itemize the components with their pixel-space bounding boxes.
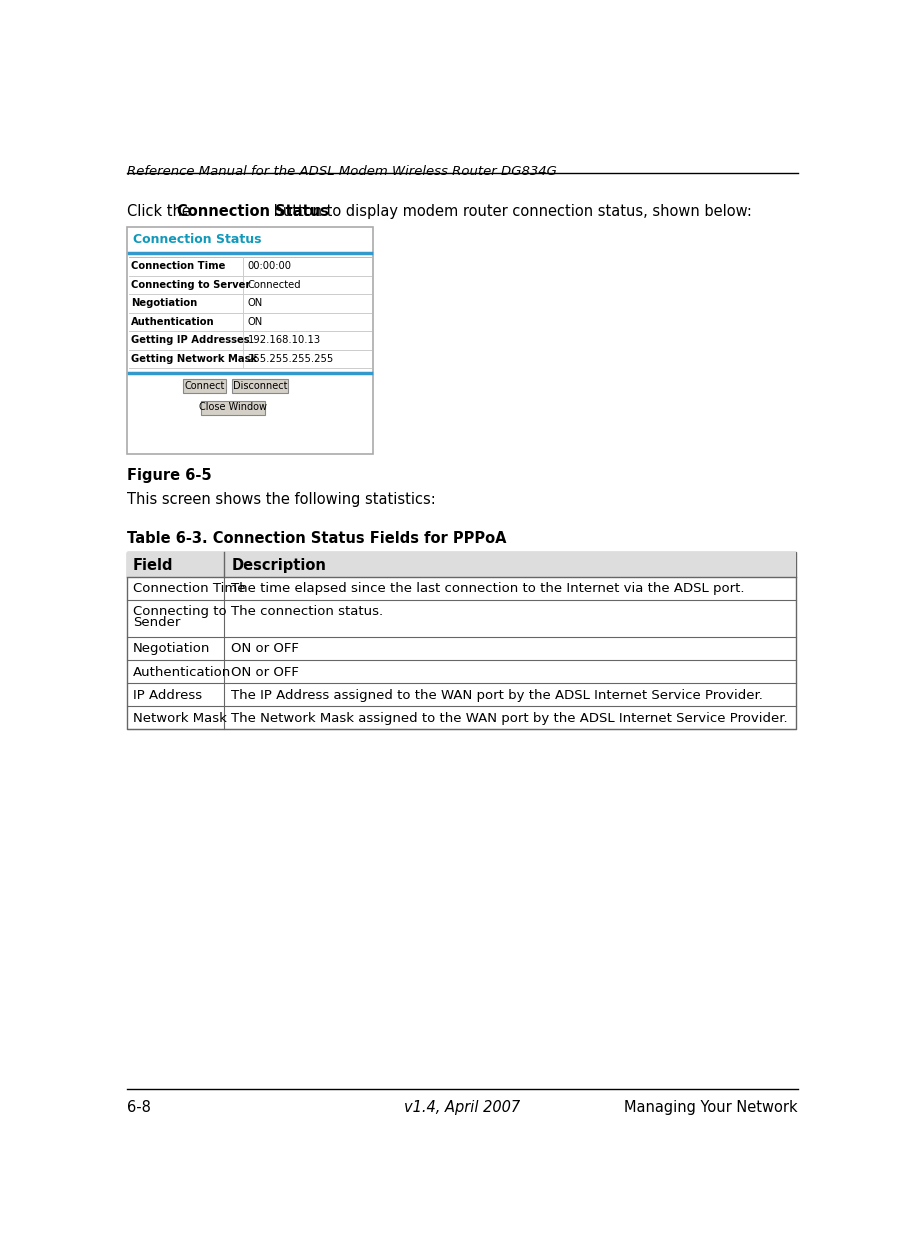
Text: ON: ON [248,298,262,308]
Text: 255.255.255.255: 255.255.255.255 [248,354,334,364]
Text: Figure 6-5: Figure 6-5 [126,468,211,483]
Text: ON or OFF: ON or OFF [231,666,299,678]
Text: Negotiation: Negotiation [132,298,198,308]
Text: Connect: Connect [184,380,225,390]
Text: IP Address: IP Address [133,688,202,702]
Text: Connection Time: Connection Time [133,582,245,595]
Text: Connection Status: Connection Status [177,203,329,218]
Text: Close Window: Close Window [198,403,267,413]
Text: 6-8: 6-8 [126,1100,151,1115]
Text: Description: Description [231,557,327,572]
Text: button to display modem router connection status, shown below:: button to display modem router connectio… [269,203,751,218]
Text: Network Mask: Network Mask [133,712,226,725]
Bar [201,400,264,414]
Text: Connecting to Server: Connecting to Server [132,279,251,289]
Text: The connection status.: The connection status. [231,606,383,619]
Text: v1.4, April 2007: v1.4, April 2007 [404,1100,520,1115]
Text: The IP Address assigned to the WAN port by the ADSL Internet Service Provider.: The IP Address assigned to the WAN port … [231,688,763,702]
Text: ON or OFF: ON or OFF [231,642,299,656]
Bar [126,552,796,729]
Text: Managing Your Network: Managing Your Network [624,1100,798,1115]
Bar [182,379,226,393]
Bar [232,379,288,393]
Text: ON: ON [248,317,262,327]
Text: Table 6-3. Connection Status Fields for PPPoA: Table 6-3. Connection Status Fields for … [126,531,506,546]
Bar [126,227,373,454]
Text: Field: Field [133,557,173,572]
Text: Authentication: Authentication [133,666,231,678]
Text: The Network Mask assigned to the WAN port by the ADSL Internet Service Provider.: The Network Mask assigned to the WAN por… [231,712,788,725]
Text: This screen shows the following statistics:: This screen shows the following statisti… [126,493,436,508]
Text: Click the: Click the [126,203,195,218]
Text: 00:00:00: 00:00:00 [248,262,291,272]
Text: Authentication: Authentication [132,317,215,327]
Text: The time elapsed since the last connection to the Internet via the ADSL port.: The time elapsed since the last connecti… [231,582,745,595]
Text: Disconnect: Disconnect [233,380,287,390]
Text: Getting Network Mask: Getting Network Mask [132,354,258,364]
Bar [126,552,796,577]
Text: Connected: Connected [248,279,301,289]
Text: Negotiation: Negotiation [133,642,210,656]
Text: Connecting to: Connecting to [133,606,226,619]
Text: Sender: Sender [133,616,180,630]
Text: Reference Manual for the ADSL Modem Wireless Router DG834G: Reference Manual for the ADSL Modem Wire… [126,165,557,178]
Text: 192.168.10.13: 192.168.10.13 [248,335,321,345]
Text: Connection Time: Connection Time [132,262,226,272]
Text: Getting IP Addresses: Getting IP Addresses [132,335,250,345]
Text: Connection Status: Connection Status [133,233,262,246]
